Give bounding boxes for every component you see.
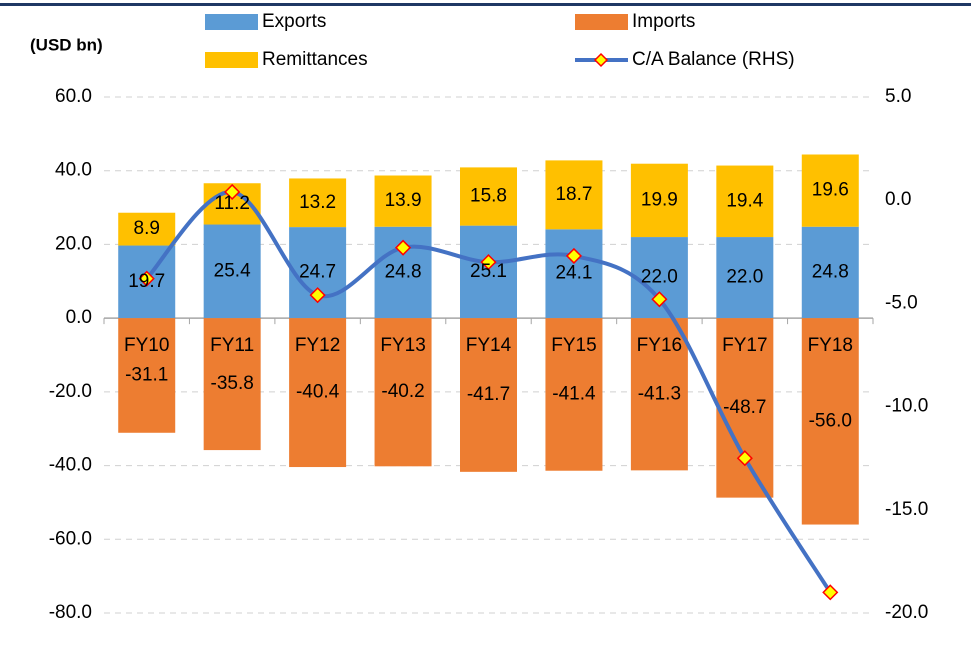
data-label: -40.4 (296, 382, 340, 403)
data-label: -41.4 (552, 383, 596, 404)
bar-segment (203, 318, 261, 451)
data-label: 22.0 (726, 267, 763, 288)
x-tick-label: FY13 (380, 335, 425, 356)
data-label: 19.9 (641, 189, 678, 210)
data-label: 24.7 (299, 262, 336, 283)
data-label: -48.7 (723, 397, 766, 418)
bar-segment (801, 226, 859, 319)
balance-marker (224, 183, 241, 201)
bar-segment (801, 318, 859, 525)
bar-segment (289, 318, 347, 468)
y-tick-label: 40.0 (55, 160, 92, 181)
legend-label: Exports (262, 11, 326, 32)
data-label: 19.4 (726, 190, 763, 211)
data-label: 18.7 (555, 184, 592, 205)
bar-segment (716, 165, 774, 238)
data-label: -41.3 (638, 383, 681, 404)
bar-segment (545, 229, 603, 319)
data-label: 13.2 (299, 192, 336, 213)
data-label: -40.2 (381, 381, 424, 402)
legend-label: Imports (632, 11, 695, 32)
data-label: -35.8 (211, 373, 254, 394)
data-label: 24.8 (812, 261, 849, 282)
bar-segment (460, 167, 517, 226)
data-label: 25.1 (470, 261, 507, 282)
x-tick-label: FY12 (295, 335, 340, 356)
y-tick-label: 60.0 (55, 86, 92, 107)
balance-marker (138, 270, 155, 287)
legend-swatch (205, 52, 258, 68)
balance-marker (394, 239, 412, 256)
bar-segment (374, 175, 432, 227)
data-label: 22.0 (641, 267, 678, 288)
x-tick-label: FY14 (466, 335, 512, 356)
y2-tick-label: 5.0 (885, 86, 911, 107)
balance-marker (480, 254, 497, 271)
data-label: 8.9 (134, 218, 160, 239)
data-label: -31.1 (125, 364, 168, 385)
bar-segment (460, 318, 517, 472)
x-tick-label: FY10 (124, 335, 169, 356)
bar-segment (630, 318, 688, 471)
x-tick-label: FY17 (722, 335, 767, 356)
y-tick-label: -60.0 (49, 528, 92, 549)
balance-marker (309, 287, 326, 304)
data-label: 15.8 (470, 186, 507, 207)
y-tick-label: 20.0 (55, 233, 92, 254)
x-tick-label: FY15 (551, 335, 596, 356)
y-axis-label: (USD bn) (30, 35, 103, 54)
bar-segment (545, 318, 603, 471)
data-label: 24.1 (555, 263, 592, 284)
bar-segment (801, 154, 859, 227)
y2-tick-label: -20.0 (885, 602, 928, 623)
bar-segment (203, 224, 261, 319)
legend-label: C/A Balance (RHS) (632, 49, 795, 70)
x-tick-label: FY18 (808, 335, 853, 356)
x-tick-label: FY16 (637, 335, 682, 356)
bar-segment (289, 178, 347, 228)
y2-tick-label: -15.0 (885, 499, 928, 520)
legend-label: Remittances (262, 49, 368, 70)
data-label: -56.0 (809, 410, 852, 431)
data-label: 19.7 (128, 271, 165, 292)
balance-marker (736, 450, 753, 467)
legend-swatch (575, 14, 628, 30)
data-label: 19.6 (812, 180, 849, 201)
bar-segment (630, 163, 688, 238)
y2-tick-label: -5.0 (885, 292, 918, 313)
bar-segment (118, 212, 176, 246)
y2-tick-label: -10.0 (885, 396, 928, 417)
y-tick-label: -40.0 (49, 455, 92, 476)
balance-marker (822, 584, 839, 601)
legend-marker (593, 52, 609, 68)
bar-segment (118, 318, 176, 433)
data-label: 13.9 (385, 190, 422, 211)
balance-marker (565, 247, 583, 264)
bar-segment (545, 160, 603, 230)
x-tick-label: FY11 (210, 335, 254, 356)
bar-segment (716, 318, 774, 498)
bar-segment (460, 225, 517, 319)
bar-segment (374, 318, 432, 467)
top-rule (0, 3, 971, 6)
y-tick-label: 0.0 (66, 307, 92, 328)
y2-tick-label: 0.0 (885, 189, 911, 210)
bar-segment (716, 237, 774, 319)
balance-marker (651, 291, 668, 308)
data-label: 11.2 (214, 193, 250, 214)
legend-swatch (205, 14, 258, 30)
data-label: 24.8 (385, 261, 422, 282)
y-tick-label: -20.0 (49, 381, 92, 402)
data-label: 25.4 (214, 260, 251, 281)
y-tick-label: -80.0 (49, 602, 92, 623)
data-label: -41.7 (467, 384, 510, 405)
